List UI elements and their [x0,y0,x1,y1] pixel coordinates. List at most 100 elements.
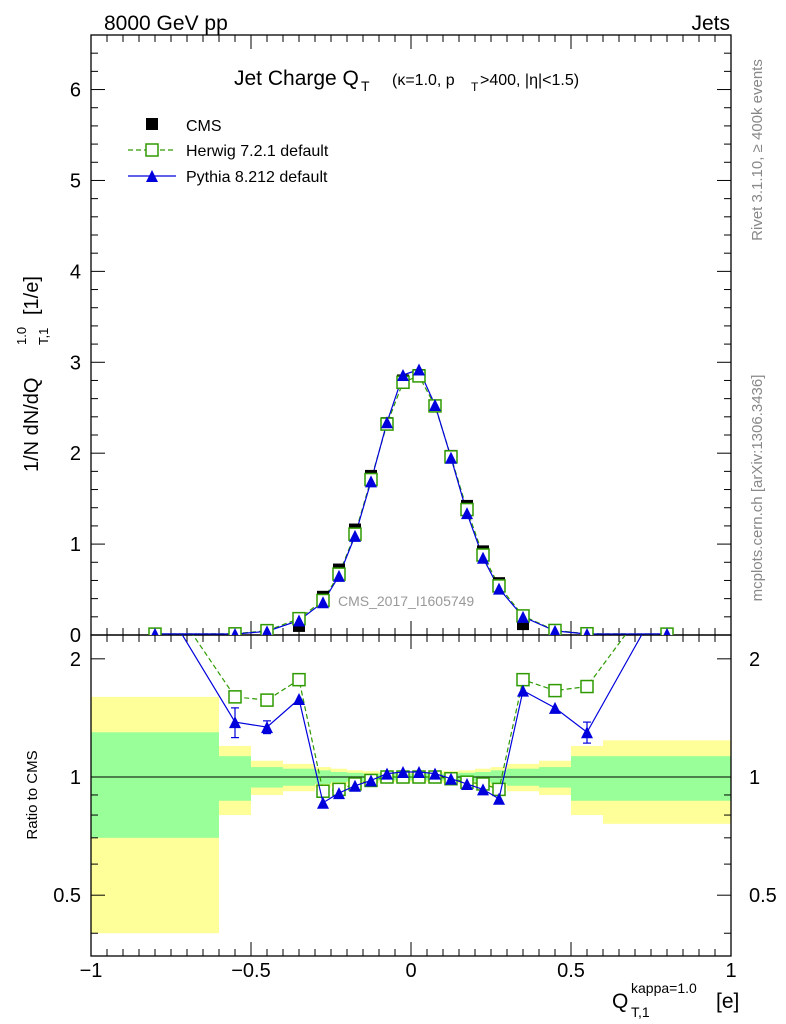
x-tick-label: 1 [725,960,736,982]
main-point-pythia [429,399,441,411]
ratio-point-herwig [228,690,242,704]
main-point-pythia [333,569,345,582]
collision-energy-label: 8000 GeV pp [104,12,228,35]
title-main: Jet Charge Q [234,67,359,90]
rivet-version-label: Rivet 3.1.10, ≥ 400k events [749,59,766,241]
main-point-pythia [381,416,393,429]
uncertainty-bands [91,696,731,934]
main-point-pythia [262,625,272,635]
ratio-point-pythia [365,774,377,787]
xlabel-sup: kappa=1.0 [631,980,697,996]
ratio-y-tick-label: 0.5 [53,885,81,907]
main-point-pythia [445,451,457,464]
main-point-pythia [477,551,489,564]
ratio-point-pythia [349,779,361,792]
ratio-point-pythia [333,787,345,800]
inner-band-bin [219,756,251,801]
ratio-line-pythia [181,635,643,804]
ratio-point-pythia [517,684,529,697]
ratio-point-pythia [229,716,241,729]
ratio-point-herwig [516,672,530,687]
main-y-tick-label: 4 [70,261,81,283]
legend-pythia-marker [146,170,158,182]
ratio-point-pythia [661,584,673,596]
main-point-pythia [397,369,409,381]
xlabel-text: Q [612,990,628,1013]
main-point-pythia [461,507,473,520]
main-y-tick-label: 0 [70,625,81,647]
ratio-point-pythia [429,767,441,780]
ratio-point-pythia [381,767,393,780]
legend-herwig-label: Herwig 7.2.1 default [186,143,329,160]
ratio-point-pythia [293,693,305,706]
inner-band-bin [603,756,731,801]
ratio-point-pythia [261,721,273,734]
legend-herwig-marker [145,143,159,157]
ratio-point-herwig [661,573,673,585]
main-point-pythia [493,582,505,595]
main-point-pythia [151,627,159,635]
x-tick-label: 0.5 [557,960,585,982]
ratio-y-tick-label-right: 0.5 [749,885,777,907]
ratio-y-tick-label: 2 [70,649,81,671]
title-details: (κ=1.0, p [392,72,455,89]
process-label: Jets [691,12,730,35]
mcplots-label: mcplots.cern.ch [arXiv:1306.3436] [749,375,766,602]
main-series-group [148,363,674,635]
main-y-tick-label: 3 [70,352,81,374]
main-point-pythia [365,475,377,488]
ratio-point-herwig [260,693,274,707]
main-y-tick-label: 1 [70,534,81,556]
legend: CMS Herwig 7.2.1 default Pythia 8.212 de… [128,118,329,186]
main-y-tick-label: 5 [70,170,81,192]
ratio-point-pythia [149,584,161,596]
inner-band-bin [571,756,603,801]
legend-cms-marker [146,118,158,130]
main-y-axis-label: 1/N dN/dQ 1.0 T,1 [1/e] [14,276,51,472]
ratio-point-pythia [581,726,593,739]
ratio-y-axis-label: Ratio to CMS [24,750,41,839]
title-details-sub: T [471,80,479,94]
ratio-point-pythia [445,772,457,785]
ratio-point-herwig [292,672,306,687]
ratio-point-pythia [461,777,473,790]
main-point-pythia [293,614,305,627]
main-point-pythia [349,529,361,542]
ratio-point-pythia [549,701,561,714]
ratio-point-herwig [149,573,161,585]
ratio-point-pythia [397,765,409,778]
x-axis-label: Q kappa=1.0 T,1 [e] [612,980,739,1020]
legend-pythia-label: Pythia 8.212 default [186,169,328,186]
xlabel-sub: T,1 [631,1004,650,1020]
legend-cms-label: CMS [186,118,222,135]
main-ylabel-unit: [1/e] [21,276,43,315]
main-ylabel-text: 1/N dN/dQ [21,378,43,472]
ratio-y-tick-label-right: 1 [749,767,760,789]
ratio-point-herwig [580,679,594,694]
ratio-y-tick-label-right: 2 [749,649,760,671]
ratio-point-herwig [548,683,562,698]
x-tick-label: −1 [80,960,103,982]
main-point-pythia [517,610,529,623]
main-point-pythia [231,628,239,635]
main-point-pythia [549,624,561,635]
ratio-line-herwig [192,635,626,792]
data-series [148,363,674,809]
ratio-y-tick-label: 1 [70,767,81,789]
xlabel-unit: [e] [716,990,739,1013]
title-details-end: >400, |η|<1.5) [480,72,579,89]
main-point-pythia [663,627,671,635]
main-point-pythia [413,363,425,376]
ratio-point-pythia [477,783,489,796]
inner-band-bin [91,732,219,838]
analysis-id-label: CMS_2017_I1605749 [338,593,474,609]
x-tick-label: 0 [405,960,416,982]
ratio-point-pythia [317,796,329,809]
main-y-tick-label: 6 [70,80,81,102]
main-point-pythia [583,628,591,635]
ratio-point-pythia [413,765,425,778]
main-y-tick-label: 2 [70,443,81,465]
main-point-pythia [317,596,329,609]
main-ylabel-sub: T,1 [36,328,51,345]
